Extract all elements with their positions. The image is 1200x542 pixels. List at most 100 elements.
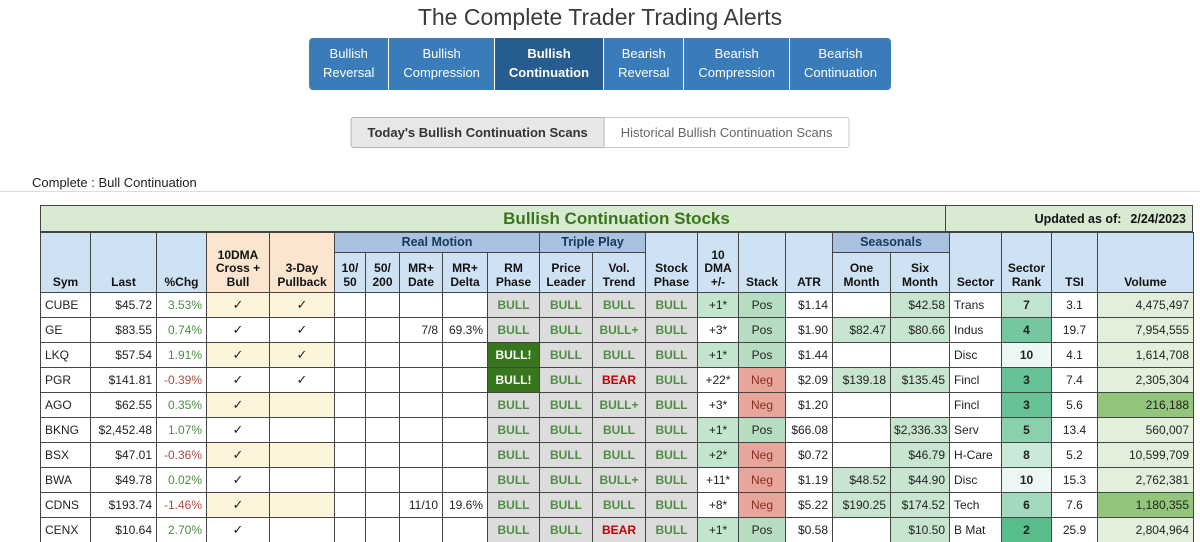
cell-3day-pullback-check — [269, 467, 335, 493]
cell-rm-phase: BULL! — [486, 367, 541, 393]
stocks-table: Bullish Continuation Stocks Updated as o… — [40, 205, 1195, 542]
cell-price-leader: BULL — [539, 317, 594, 343]
cell-mr-delta — [442, 342, 488, 368]
cell-six-month: $135.45 — [890, 367, 951, 393]
table-row: BKNG $2,452.48 1.07% ✓ BULL BULL BULL BU… — [40, 417, 1195, 443]
cell-percent-change: 0.02% — [156, 467, 207, 493]
cell-atr: $1.90 — [785, 317, 834, 343]
cell-sector-rank: 3 — [1001, 367, 1053, 393]
cell-3day-pullback-check — [269, 392, 335, 418]
cell-tsi: 5.2 — [1051, 442, 1099, 468]
cell-rm-phase: BULL — [486, 492, 541, 518]
cell-50-200 — [365, 492, 400, 518]
cell-sector-rank: 10 — [1001, 342, 1053, 368]
cell-symbol: LKQ — [40, 342, 91, 368]
cell-mr-date: 11/10 — [399, 492, 443, 518]
cell-vol-trend: BULL+ — [592, 392, 647, 418]
cell-50-200 — [365, 517, 400, 542]
cell-vol-trend: BULL — [592, 342, 647, 368]
cell-last-price: $193.74 — [90, 492, 157, 518]
cell-atr: $1.44 — [785, 342, 834, 368]
cell-symbol: CENX — [40, 517, 91, 542]
cell-10dma-plus-minus: +1* — [697, 417, 740, 443]
cell-rm-phase: BULL — [486, 467, 541, 493]
cell-sector: Indus — [949, 317, 1003, 343]
cell-10-50 — [334, 292, 366, 318]
cell-stock-phase: BULL — [645, 467, 699, 493]
cell-10dma-cross-check: ✓ — [206, 392, 270, 418]
main-tab-bullish-compression[interactable]: Bullish Compression — [389, 38, 495, 90]
cell-price-leader: BULL — [539, 492, 594, 518]
cell-10dma-cross-check: ✓ — [206, 367, 270, 393]
cell-volume: 7,954,555 — [1097, 317, 1195, 343]
cell-last-price: $45.72 — [90, 292, 157, 318]
cell-sector: Serv — [949, 417, 1003, 443]
cell-six-month: $46.79 — [890, 442, 951, 468]
scan-toggle: Today's Bullish Continuation Scans Histo… — [350, 117, 850, 148]
cell-volume: 10,599,709 — [1097, 442, 1195, 468]
table-row: CENX $10.64 2.70% ✓ BULL BULL BEAR BULL … — [40, 517, 1195, 542]
cell-50-200 — [365, 342, 400, 368]
cell-mr-delta: 19.6% — [442, 492, 488, 518]
table-row: LKQ $57.54 1.91% ✓ ✓ BULL! BULL BULL BUL… — [40, 342, 1195, 368]
cell-10-50 — [334, 467, 366, 493]
cell-tsi: 15.3 — [1051, 467, 1099, 493]
col-header-3day-pullback: 3-Day Pullback — [269, 232, 335, 293]
historical-scans-tab[interactable]: Historical Bullish Continuation Scans — [604, 117, 850, 148]
table-title-bar: Bullish Continuation Stocks Updated as o… — [40, 205, 1193, 232]
cell-tsi: 3.1 — [1051, 292, 1099, 318]
main-tab-bullish-reversal[interactable]: Bullish Reversal — [309, 38, 390, 90]
col-header-one-month: One Month — [832, 252, 892, 293]
col-header-last: Last — [90, 232, 157, 293]
cell-stack: Neg — [738, 367, 787, 393]
cell-10dma-plus-minus: +3* — [697, 317, 740, 343]
cell-sector: Disc — [949, 342, 1003, 368]
cell-10dma-cross-check: ✓ — [206, 517, 270, 542]
col-header-10-50: 10/ 50 — [334, 252, 366, 293]
cell-volume: 216,188 — [1097, 392, 1195, 418]
cell-rm-phase: BULL! — [486, 342, 541, 368]
group-header-triple-play: Triple Play — [539, 232, 647, 253]
cell-volume: 2,804,964 — [1097, 517, 1195, 542]
cell-sector: Trans — [949, 292, 1003, 318]
cell-atr: $0.58 — [785, 517, 834, 542]
cell-tsi: 7.6 — [1051, 492, 1099, 518]
stock-table-body: CUBE $45.72 3.53% ✓ ✓ BULL BULL BULL BUL… — [40, 292, 1195, 542]
cell-sector-rank: 7 — [1001, 292, 1053, 318]
col-header-sym: Sym — [40, 232, 91, 293]
main-tab-bearish-reversal[interactable]: Bearish Reversal — [604, 38, 685, 90]
cell-percent-change: -1.46% — [156, 492, 207, 518]
col-header-sector-rank: Sector Rank — [1001, 232, 1053, 293]
cell-rm-phase: BULL — [486, 292, 541, 318]
cell-six-month: $80.66 — [890, 317, 951, 343]
cell-symbol: AGO — [40, 392, 91, 418]
cell-volume: 2,305,304 — [1097, 367, 1195, 393]
cell-six-month: $10.50 — [890, 517, 951, 542]
cell-sector: H-Care — [949, 442, 1003, 468]
cell-3day-pullback-check — [269, 517, 335, 542]
cell-mr-date — [399, 392, 443, 418]
main-tab-bullish-continuation[interactable]: Bullish Continuation — [494, 38, 605, 90]
cell-sector: Fincl — [949, 392, 1003, 418]
cell-10dma-cross-check: ✓ — [206, 492, 270, 518]
cell-10-50 — [334, 417, 366, 443]
cell-price-leader: BULL — [539, 417, 594, 443]
cell-stack: Neg — [738, 392, 787, 418]
cell-volume: 560,007 — [1097, 417, 1195, 443]
cell-sector: Tech — [949, 492, 1003, 518]
cell-sector: B Mat — [949, 517, 1003, 542]
col-header-mr-date: MR+ Date — [399, 252, 443, 293]
cell-one-month: $48.52 — [832, 467, 892, 493]
main-tab-bearish-continuation[interactable]: Bearish Continuation — [789, 38, 891, 90]
cell-last-price: $2,452.48 — [90, 417, 157, 443]
col-header-rm-phase: RM Phase — [486, 252, 541, 293]
main-tab-bearish-compression[interactable]: Bearish Compression — [684, 38, 790, 90]
stock-table: Sym Last %Chg 10DMA Cross + Bull 3-Day P… — [40, 232, 1195, 542]
cell-percent-change: 1.07% — [156, 417, 207, 443]
cell-tsi: 25.9 — [1051, 517, 1099, 542]
cell-symbol: GE — [40, 317, 91, 343]
cell-one-month — [832, 292, 892, 318]
cell-sector: Disc — [949, 467, 1003, 493]
group-header-seasonals: Seasonals — [832, 232, 951, 253]
todays-scans-tab[interactable]: Today's Bullish Continuation Scans — [350, 117, 605, 148]
